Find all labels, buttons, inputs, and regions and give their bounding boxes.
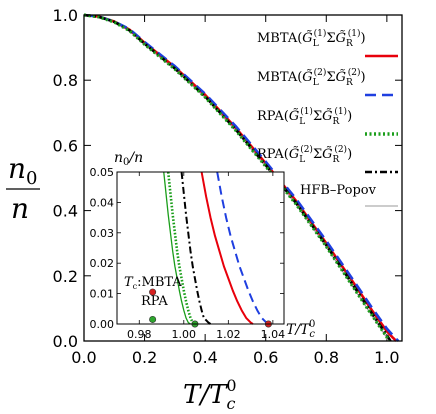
main-x-tick-label: 0.4 — [192, 348, 217, 367]
legend-label-4: HFB–Popov — [300, 183, 377, 198]
main-y-tick-label: 0.0 — [53, 332, 78, 351]
inset-y-tick-label: 0.00 — [90, 318, 115, 331]
main-x-tick-label: 0.2 — [132, 348, 157, 367]
main-series-line-2 — [83, 13, 390, 342]
inset-y-axis-label: n0/n — [114, 150, 143, 168]
inset-y-tick-label: 0.02 — [90, 257, 115, 270]
legend-label-2: RPA(G̃L(1)ΣG̃R(1)) — [257, 106, 352, 127]
main-y-tick-label: 0.4 — [53, 202, 78, 221]
inset-series-line-3 — [180, 171, 212, 325]
inset-x-axis-label: T/Tc0 — [286, 319, 315, 340]
inset-plot-frame — [116, 171, 285, 325]
inset-marker-1 — [149, 315, 157, 323]
inset-annotation-rpa: RPA — [141, 294, 168, 309]
inset-x-tick-label: 0.98 — [127, 328, 152, 341]
inset-y-tick-label: 0.01 — [90, 288, 115, 301]
y-axis-label-denominator: n — [11, 192, 29, 225]
inset-series-line-4 — [163, 171, 191, 325]
legend-label-1: MBTA(G̃L(2)ΣG̃R(2)) — [257, 67, 366, 88]
main-y-tick-label: 0.6 — [53, 136, 78, 155]
inset-x-tick-label: 1.00 — [172, 328, 197, 341]
inset-tick-layer: 0.98 1.00 1.02 1.04 0.00 0.01 0.02 0.03 0.04 0.05 — [90, 166, 286, 341]
main-x-tick-label: 0.0 — [71, 348, 96, 367]
inset-background — [117, 172, 284, 324]
y-axis-label-numerator: n0 — [8, 152, 38, 189]
main-series-layer — [83, 13, 400, 342]
main-x-tick-label: 1.0 — [374, 348, 399, 367]
inset-series-line-0 — [200, 171, 254, 325]
main-x-tick-label: 0.6 — [253, 348, 278, 367]
main-y-tick-label: 0.2 — [53, 267, 78, 286]
main-tick-layer: 0.0 0.2 0.4 0.6 0.8 1.0 0.0 0.2 0.4 0.6 0.8 1.0 — [53, 6, 402, 367]
main-series-line-1 — [83, 13, 400, 342]
x-axis-label: T/Tc0 — [183, 376, 237, 413]
inset-series-line-1 — [216, 171, 269, 325]
inset-series-layer — [163, 171, 269, 326]
main-y-tick-label: 0.8 — [53, 71, 78, 90]
legend: MBTA(G̃L(1)ΣG̃R(1)) MBTA(G̃L(2)ΣG̃R(2)) RP… — [257, 28, 398, 207]
main-x-tick-label: 0.8 — [314, 348, 339, 367]
inset-y-tick-label: 0.04 — [90, 196, 115, 209]
main-y-tick-label: 1.0 — [53, 6, 78, 25]
inset-marker-0 — [149, 288, 157, 296]
inset-y-tick-label: 0.05 — [90, 166, 115, 179]
inset-annotation-tc-mbta: Tc:MBTA — [124, 275, 182, 291]
legend-label-3: RPA(G̃L(2)ΣG̃R(2)) — [257, 144, 352, 165]
inset-x-tick-label: 1.02 — [216, 328, 241, 341]
main-plot-frame — [83, 14, 403, 342]
inset-y-tick-label: 0.03 — [90, 227, 115, 240]
y-axis-label: n0 n — [6, 152, 40, 225]
legend-label-0: MBTA(G̃L(1)ΣG̃R(1)) — [257, 28, 366, 49]
inset-x-tick-label: 1.04 — [261, 328, 286, 341]
